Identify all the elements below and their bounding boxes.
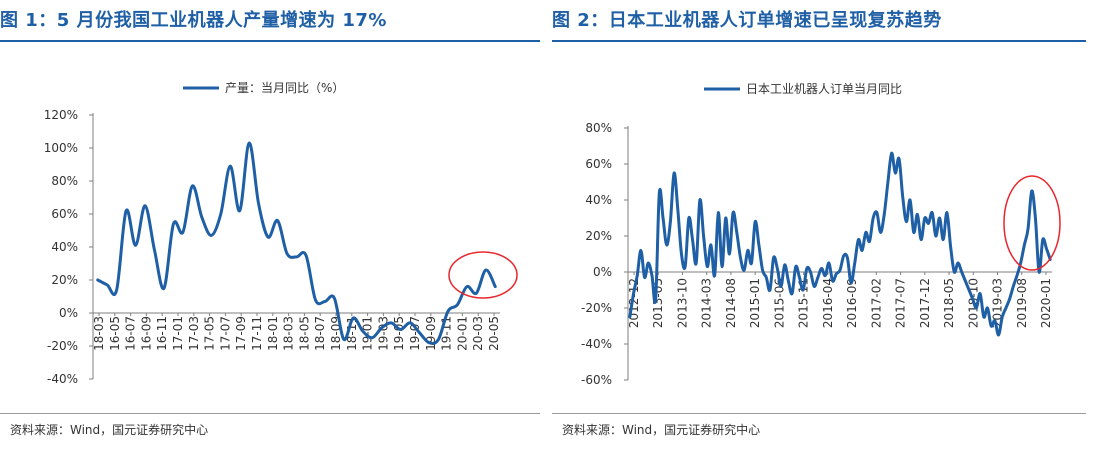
x-tick-label: 18-03 bbox=[282, 316, 296, 351]
x-tick-label: 2018-05 bbox=[942, 278, 956, 328]
chart-title: 图 2：日本工业机器人订单增速已呈现复苏趋势 bbox=[552, 10, 942, 31]
x-tick-label: 18-11 bbox=[345, 316, 359, 351]
y-tick-label: -20% bbox=[581, 301, 612, 315]
x-tick-label: 2016-09 bbox=[845, 278, 859, 328]
y-tick-label: 120% bbox=[44, 108, 78, 122]
x-tick-label: 2017-02 bbox=[869, 278, 883, 328]
y-tick-label: -40% bbox=[581, 337, 612, 351]
source-note: 资料来源：Wind，国元证券研究中心 bbox=[562, 423, 761, 437]
footer-divider bbox=[552, 413, 1086, 414]
x-tick-labels: 2012-12 2013-05 2013-10 2014-03 2014-08 2015-… bbox=[627, 272, 1053, 328]
x-tick-label: 2014-03 bbox=[700, 278, 714, 328]
x-tick-label: 17-03 bbox=[187, 316, 201, 351]
title-divider bbox=[552, 40, 1086, 42]
series-line bbox=[628, 151, 1052, 337]
source-note: 资料来源：Wind，国元证券研究中心 bbox=[10, 423, 209, 437]
x-tick-label: 20-01 bbox=[455, 316, 469, 351]
x-tick-label: 2016-04 bbox=[821, 278, 835, 328]
x-tick-label: 18-03 bbox=[92, 316, 106, 351]
highlight-ellipse bbox=[1003, 175, 1061, 271]
x-tick-label: 2020-01 bbox=[1039, 278, 1053, 328]
y-tick-label: -60% bbox=[581, 373, 612, 387]
x-tick-label: 20-05 bbox=[487, 316, 501, 351]
x-tick-label: 16-05 bbox=[108, 316, 122, 351]
chart-panel-right: 图 2：日本工业机器人订单增速已呈现复苏趋势 日本工业机器人订单当月同比 80% 6… bbox=[552, 0, 1098, 468]
footer-divider bbox=[0, 413, 540, 414]
legend-label: 日本工业机器人订单当月同比 bbox=[746, 82, 902, 96]
x-tick-label: 17-11 bbox=[250, 316, 264, 351]
legend: 产量：当月同比（%） bbox=[183, 81, 344, 95]
x-tick-label: 17-05 bbox=[203, 316, 217, 351]
y-tick-label: 80% bbox=[51, 174, 78, 188]
x-tick-label: 2019-08 bbox=[1015, 278, 1029, 328]
y-tick-label: 100% bbox=[44, 141, 78, 155]
chart-left: 产量：当月同比（%） 120% 100% 80% 60% 40% 20% 0% -20% -40%… bbox=[44, 81, 518, 386]
x-tick-label: 2015-01 bbox=[748, 278, 762, 328]
y-tick-label: 0% bbox=[593, 265, 612, 279]
x-tick-label: 20-03 bbox=[471, 316, 485, 351]
legend-label: 产量：当月同比（%） bbox=[225, 81, 344, 95]
x-tick-label: 17-09 bbox=[234, 316, 248, 351]
y-tick-label: 40% bbox=[51, 240, 78, 254]
y-tick-label: 60% bbox=[585, 157, 612, 171]
x-tick-label: 2015-06 bbox=[772, 278, 786, 328]
legend: 日本工业机器人订单当月同比 bbox=[704, 82, 902, 96]
x-tick-label: 2015-11 bbox=[797, 278, 811, 328]
x-tick-label: 2014-08 bbox=[724, 278, 738, 328]
highlight-ellipse bbox=[448, 251, 518, 299]
series-line bbox=[96, 141, 497, 346]
y-tick-label: 20% bbox=[51, 273, 78, 287]
y-tick-label: 60% bbox=[51, 207, 78, 221]
chart-right: 日本工业机器人订单当月同比 80% 60% 40% 20% 0% -20% -40% -60% 2… bbox=[581, 82, 1061, 387]
x-tick-label: 2013-10 bbox=[675, 278, 689, 328]
y-tick-label: 40% bbox=[585, 193, 612, 207]
x-tick-label: 18-05 bbox=[297, 316, 311, 351]
x-tick-labels: 18-03 16-05 16-07 16-09 16-11 17-01 17-03 17-05… bbox=[92, 313, 501, 351]
x-tick-label: 19-01 bbox=[361, 316, 375, 351]
x-tick-label: 17-07 bbox=[218, 316, 232, 351]
x-tick-label: 2017-07 bbox=[894, 278, 908, 328]
y-tick-label: -40% bbox=[47, 372, 78, 386]
y-tick-label: 80% bbox=[585, 121, 612, 135]
x-tick-label: 16-09 bbox=[139, 316, 153, 351]
title-divider bbox=[0, 40, 540, 42]
chart-panel-left: 图 1：5 月份我国工业机器人产量增速为 17% 产量：当月同比（%） 120% 1… bbox=[0, 0, 540, 468]
chart-title: 图 1：5 月份我国工业机器人产量增速为 17% bbox=[0, 10, 387, 31]
y-tick-label: 20% bbox=[585, 229, 612, 243]
x-tick-label: 18-07 bbox=[313, 316, 327, 351]
y-tick-labels: 120% 100% 80% 60% 40% 20% 0% -20% -40% bbox=[44, 108, 93, 386]
y-tick-label: 0% bbox=[59, 306, 78, 320]
x-tick-label: 2019-03 bbox=[991, 278, 1005, 328]
x-tick-label: 16-11 bbox=[155, 316, 169, 351]
x-tick-label: 2017-12 bbox=[918, 278, 932, 328]
y-tick-label: -20% bbox=[47, 339, 78, 353]
x-tick-label: 16-07 bbox=[124, 316, 138, 351]
y-tick-labels: 80% 60% 40% 20% 0% -20% -40% -60% bbox=[581, 121, 628, 387]
x-tick-label: 19-05 bbox=[392, 316, 406, 351]
x-tick-label: 18-01 bbox=[266, 316, 280, 351]
x-tick-label: 17-01 bbox=[171, 316, 185, 351]
x-tick-label: 19-09 bbox=[424, 316, 438, 351]
